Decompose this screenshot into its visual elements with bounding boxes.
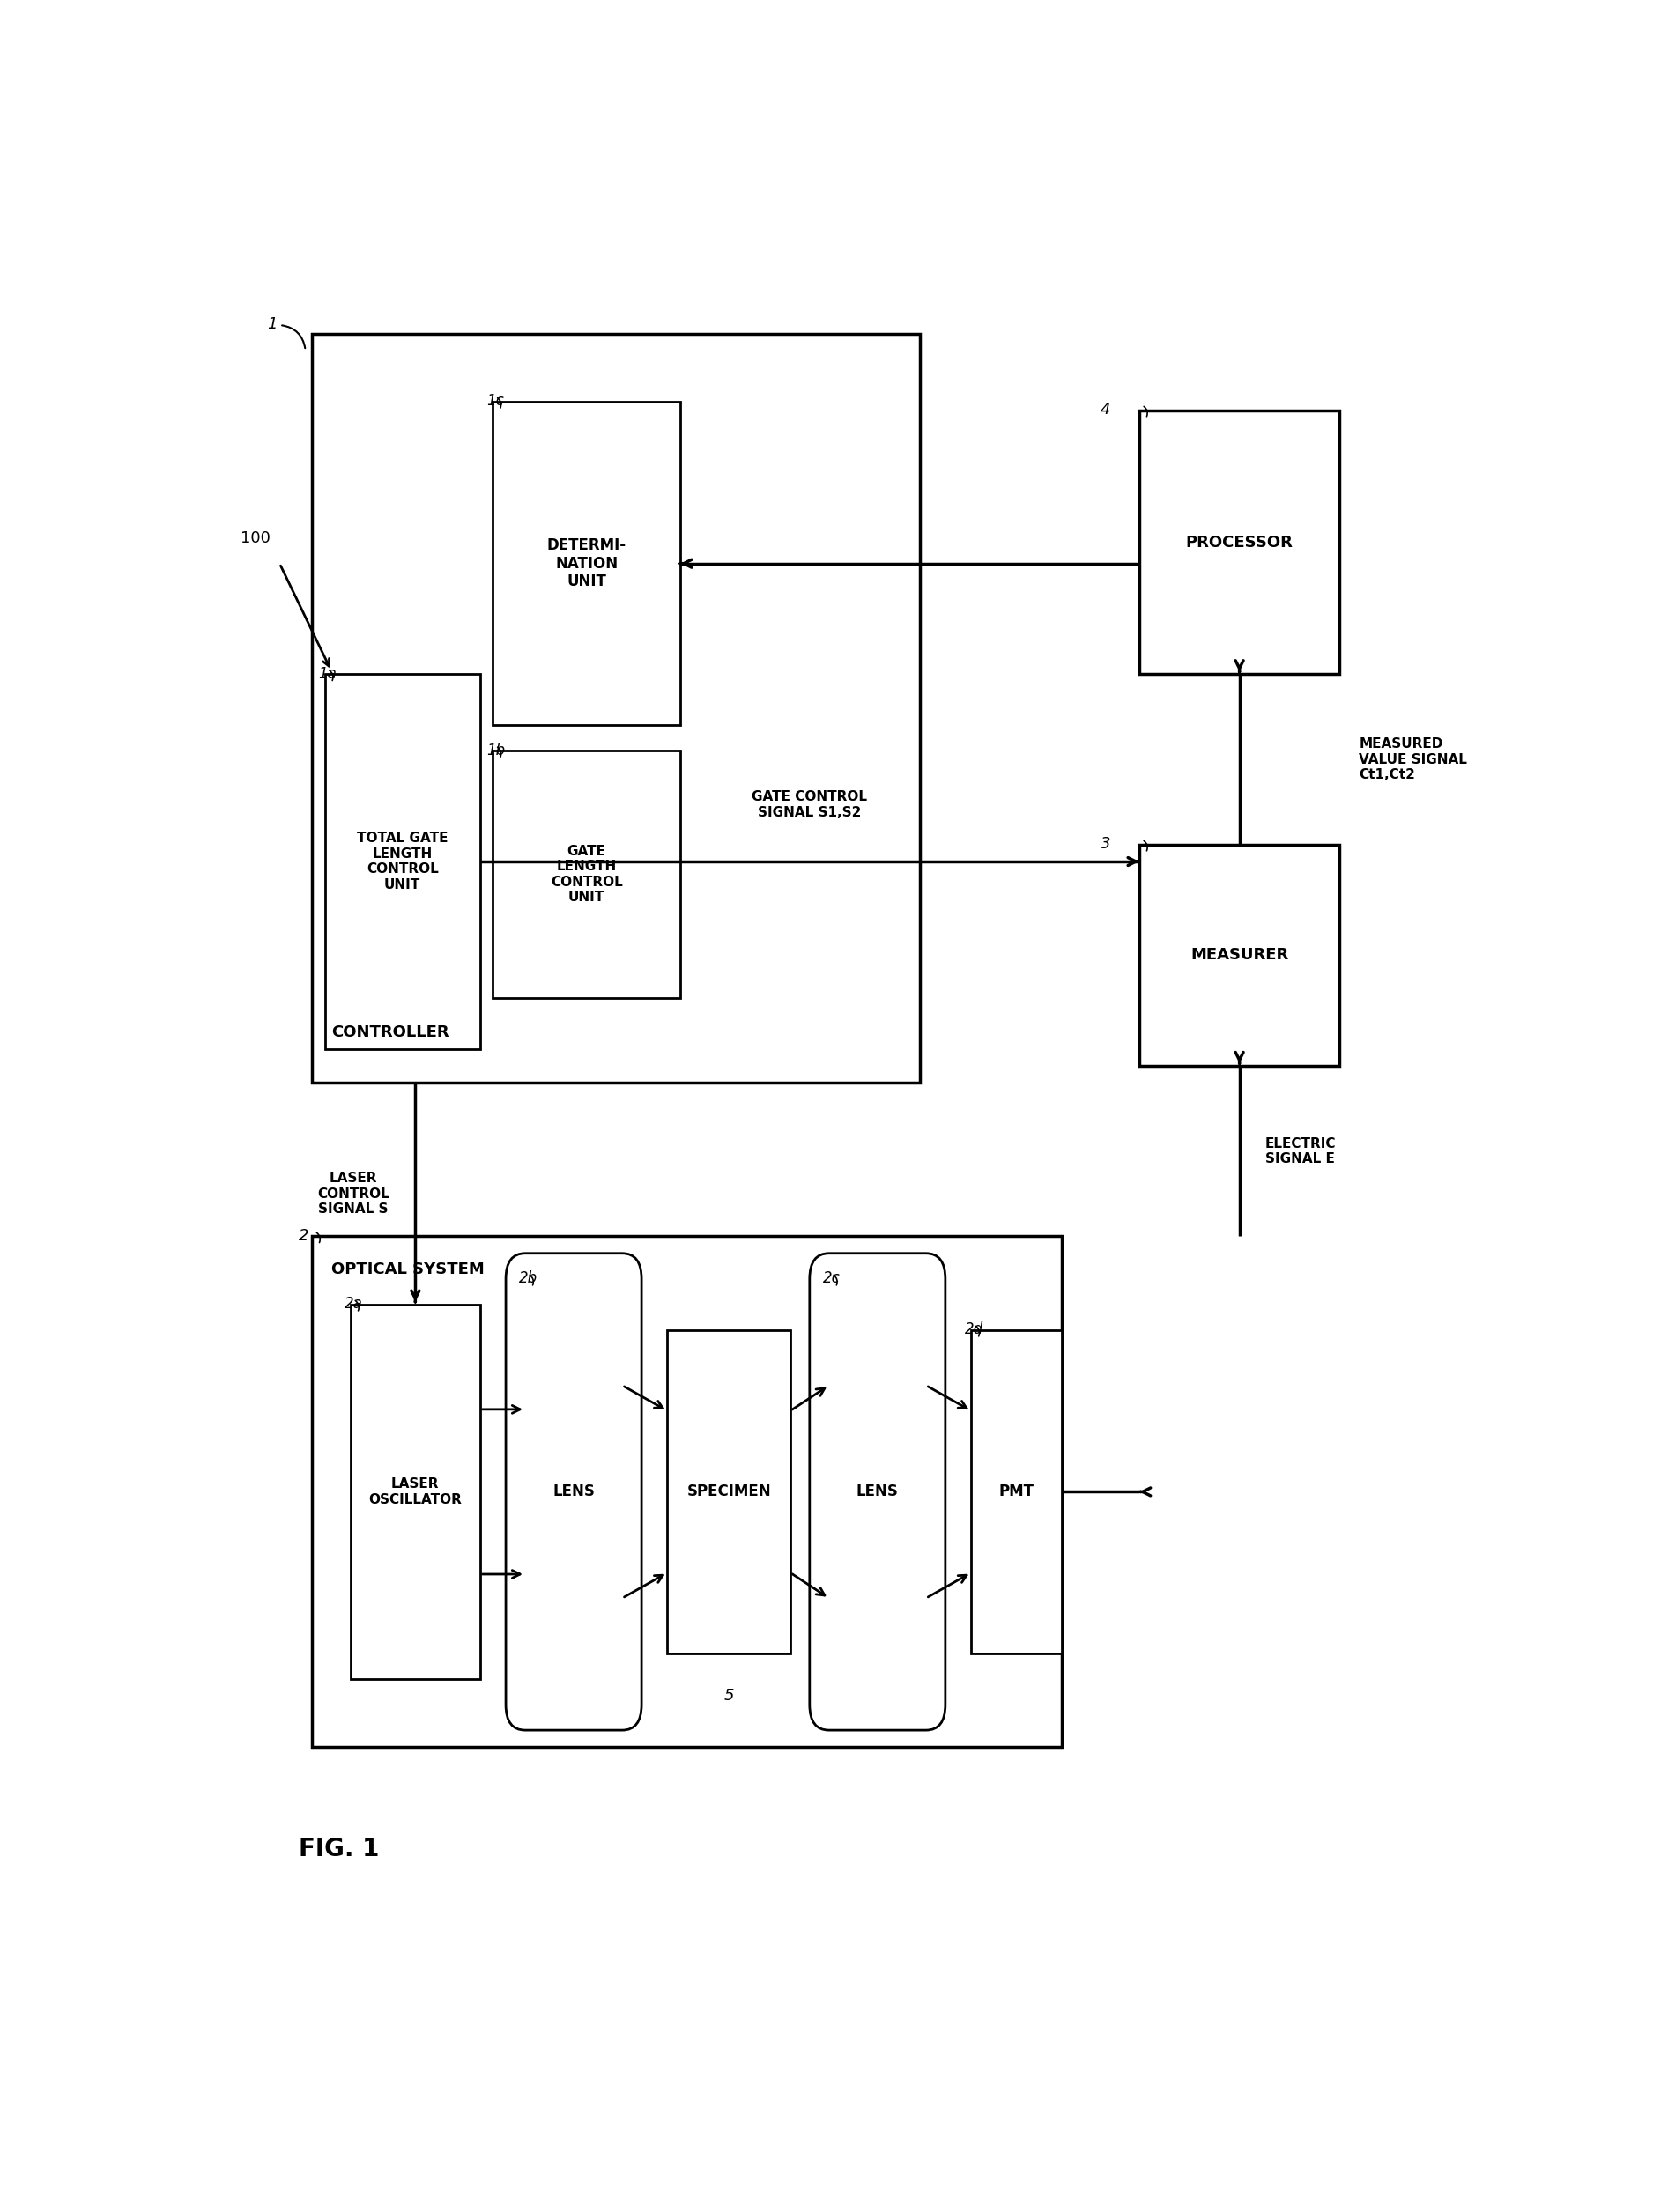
Text: 2d: 2d <box>964 1321 984 1338</box>
Text: 5: 5 <box>724 1688 734 1703</box>
Text: SPECIMEN: SPECIMEN <box>687 1484 771 1500</box>
Text: 1a: 1a <box>319 666 337 681</box>
Text: LENS: LENS <box>552 1484 595 1500</box>
Bar <box>350 1305 480 1679</box>
Text: 1: 1 <box>267 316 277 332</box>
FancyBboxPatch shape <box>505 1254 642 1730</box>
Text: OPTICAL SYSTEM: OPTICAL SYSTEM <box>332 1261 484 1279</box>
Text: 3: 3 <box>1101 836 1111 852</box>
Text: GATE CONTROL
SIGNAL S1,S2: GATE CONTROL SIGNAL S1,S2 <box>752 790 867 818</box>
Text: 2a: 2a <box>344 1296 362 1312</box>
Bar <box>312 334 919 1084</box>
Text: 2: 2 <box>299 1228 309 1243</box>
Text: LENS: LENS <box>856 1484 899 1500</box>
Bar <box>494 750 681 998</box>
Text: 2c: 2c <box>822 1270 841 1285</box>
Text: 4: 4 <box>1101 403 1111 418</box>
Text: FIG. 1: FIG. 1 <box>299 1838 380 1863</box>
FancyBboxPatch shape <box>809 1254 946 1730</box>
Bar <box>667 1329 791 1655</box>
Text: MEASURER: MEASURER <box>1191 947 1288 962</box>
Bar <box>1139 845 1339 1066</box>
Bar <box>1139 409 1339 675</box>
Text: GATE
LENGTH
CONTROL
UNIT: GATE LENGTH CONTROL UNIT <box>550 845 622 905</box>
Text: DETERMI-
NATION
UNIT: DETERMI- NATION UNIT <box>547 538 626 591</box>
Bar <box>325 675 480 1048</box>
Text: LASER
CONTROL
SIGNAL S: LASER CONTROL SIGNAL S <box>317 1172 390 1217</box>
Bar <box>312 1237 1061 1747</box>
Text: PROCESSOR: PROCESSOR <box>1186 535 1293 551</box>
Bar <box>494 403 681 726</box>
Text: TOTAL GATE
LENGTH
CONTROL
UNIT: TOTAL GATE LENGTH CONTROL UNIT <box>357 832 449 891</box>
Text: 1c: 1c <box>487 394 504 409</box>
Text: MEASURED
VALUE SIGNAL
Ct1,Ct2: MEASURED VALUE SIGNAL Ct1,Ct2 <box>1359 737 1468 781</box>
Text: 100: 100 <box>240 531 270 546</box>
Text: LASER
OSCILLATOR: LASER OSCILLATOR <box>369 1478 462 1506</box>
Text: 1b: 1b <box>487 743 505 759</box>
Bar <box>971 1329 1063 1655</box>
Text: ELECTRIC
SIGNAL E: ELECTRIC SIGNAL E <box>1266 1137 1336 1166</box>
Text: CONTROLLER: CONTROLLER <box>332 1024 449 1040</box>
Text: PMT: PMT <box>999 1484 1034 1500</box>
Text: 2b: 2b <box>519 1270 537 1285</box>
